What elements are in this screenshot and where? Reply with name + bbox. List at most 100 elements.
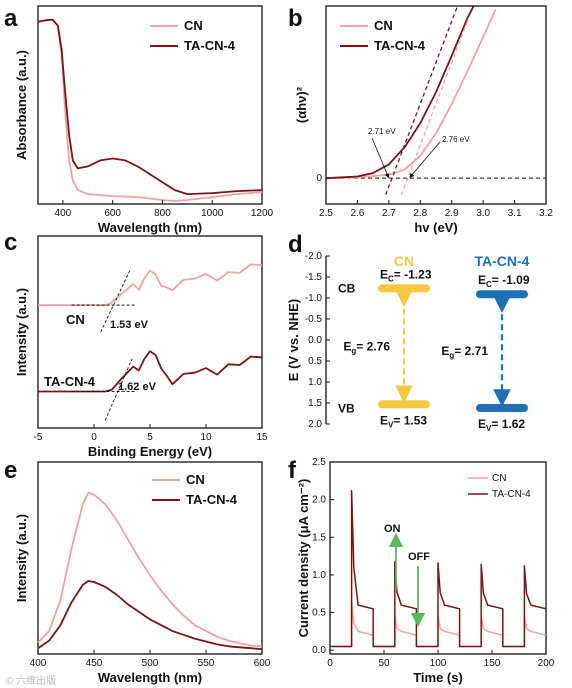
e-x-axis-label: Wavelength (nm)	[98, 670, 202, 685]
annotation-arrow	[409, 141, 441, 179]
d-y-tick-label: 2.0	[308, 419, 322, 430]
plot-frame	[325, 5, 547, 205]
b-x-tick-label: 3.1	[508, 208, 522, 219]
b-x-tick-label: 2.9	[445, 208, 459, 219]
d-y-tick-label: -1.5	[305, 272, 323, 283]
annotation-on: ON	[384, 523, 401, 535]
vb-bar-cn	[378, 400, 430, 409]
annotation-off: OFF	[408, 551, 430, 563]
ev-value-ta-cn-4: EV= 1.62	[478, 417, 525, 433]
series-label-ta-cn-4: TA-CN-4	[44, 374, 96, 389]
f-x-tick-label: 200	[538, 658, 555, 669]
panel-label-e: e	[4, 457, 17, 484]
d-y-tick-label: 1.5	[308, 398, 322, 409]
f-y-tick-label: 2.0	[312, 495, 326, 506]
ev-value-cn: EV= 1.53	[380, 413, 427, 429]
annotation-1-62-ev: 1.62 eV	[118, 381, 157, 393]
legend-label-ta-cn-4: TA-CN-4	[374, 38, 426, 53]
panel-e-chart: 400 450 500 550 600 Wavelength (nm) Intensity …	[14, 461, 271, 685]
eg-value-cn: Eg= 2.76	[343, 339, 390, 355]
panel-label-c: c	[4, 229, 17, 256]
a-x-tick-label: 400	[55, 208, 72, 219]
panel-label-d: d	[288, 231, 303, 258]
b-x-tick-label: 2.7	[382, 208, 396, 219]
d-y-tick-label: 0.0	[308, 335, 322, 346]
b-x-tick-label: 2.5	[319, 208, 333, 219]
a-y-axis-label: Absorbance (a.u.)	[14, 50, 29, 160]
eg-value-ta-cn-4: Eg= 2.71	[441, 344, 488, 360]
c-x-axis-label: Binding Energy (eV)	[88, 444, 212, 459]
d-y-tick-label: 1.0	[308, 377, 322, 388]
series-line-ta-cn-4	[38, 350, 263, 393]
c-x-tick-label: 15	[256, 432, 268, 443]
f-y-tick-label: 0.5	[312, 608, 326, 619]
panel-a-chart: 400 600 800 1000 1200 Wavelength (nm) Absorban…	[14, 5, 274, 235]
annotation-1-53-ev: 1.53 eV	[110, 319, 149, 331]
material-label-ta-cn-4: TA-CN-4	[475, 253, 530, 269]
series-line-ta-cn-4	[37, 580, 263, 651]
fit-line-ta-cn-4	[385, 6, 459, 195]
b-x-tick-label: 3.2	[539, 208, 553, 219]
d-y-tick-label: 0.5	[308, 356, 322, 367]
b-y-axis-label: (αhν)²	[294, 86, 309, 123]
f-y-tick-label: 1.5	[312, 532, 326, 543]
a-x-tick-label: 1000	[201, 208, 224, 219]
legend-label-ta-cn-4: TA-CN-4	[184, 38, 236, 53]
series-label-cn: CN	[66, 312, 85, 327]
b-x-tick-label: 2.6	[350, 208, 364, 219]
f-x-tick-label: 0	[327, 658, 333, 669]
c-x-tick-label: 0	[91, 432, 97, 443]
panel-f-chart: 0 50 100 150 200 0.0 0.5 1.0 1.5 2.0 2.5 Time (s) Cu…	[296, 457, 555, 685]
d-y-tick-label: -2.0	[305, 251, 323, 262]
a-x-tick-label: 600	[104, 208, 121, 219]
panel-c-chart: CN TA-CN-4 1.53 eV 1.62 eV -5 0 5 10 15 Binding E…	[14, 235, 268, 459]
legend-label-cn: CN	[492, 473, 506, 484]
f-y-axis-label: Current density (μA cm⁻²)	[296, 479, 311, 638]
a-x-tick-label: 1200	[251, 208, 274, 219]
panel-b-plot-area	[326, 6, 546, 195]
f-y-tick-label: 1.0	[312, 570, 326, 581]
f-y-tick-label: 2.5	[312, 457, 326, 468]
fit-line-cn	[400, 20, 469, 195]
panel-b-chart: 2.5 2.6 2.7 2.8 2.9 3.0 3.1 3.2 0 hv (eV) (αhν)² CN…	[294, 5, 553, 235]
e-x-tick-label: 500	[142, 658, 159, 669]
band-label-cb: CB	[338, 281, 356, 295]
e-x-tick-label: 600	[254, 658, 271, 669]
c-x-tick-label: -5	[34, 432, 43, 443]
e-x-tick-label: 550	[198, 658, 215, 669]
series-line-ta-cn-4	[37, 19, 263, 195]
panel-d-diagram: -2.0 -1.5 -1.0 -0.5 0.0 0.5 1.0 1.5 2.0 E (V vs. …	[286, 251, 530, 433]
plot-frame	[37, 5, 263, 205]
panel-label-b: b	[288, 5, 303, 32]
series-line-cn	[37, 491, 263, 648]
d-y-tick-label: -1.0	[305, 293, 323, 304]
annotation-2-71-ev: 2.71 eV	[368, 127, 396, 136]
vb-bar-ta-cn-4	[476, 404, 528, 413]
band-label-vb: VB	[338, 401, 355, 415]
a-x-tick-label: 800	[154, 208, 171, 219]
f-x-tick-label: 50	[378, 658, 390, 669]
ec-value-cn: EC= -1.23	[380, 267, 432, 283]
edge-tangent	[100, 270, 131, 333]
series-line-ta-cn-4	[330, 489, 547, 648]
plot-frame	[37, 235, 263, 429]
panel-label-a: a	[4, 5, 18, 32]
legend-label-cn: CN	[374, 18, 393, 33]
cb-bar-cn	[378, 284, 430, 293]
d-y-tick-label: -0.5	[305, 314, 323, 325]
c-x-tick-label: 10	[200, 432, 212, 443]
cb-bar-ta-cn-4	[476, 290, 528, 299]
f-x-tick-label: 100	[430, 658, 447, 669]
f-y-tick-label: 0.0	[312, 645, 326, 656]
edge-tangent	[104, 358, 133, 421]
b-y-tick-label: 0	[316, 173, 322, 184]
e-x-tick-label: 450	[86, 658, 103, 669]
legend-label-cn: CN	[184, 18, 203, 33]
series-line-ta-cn-4	[326, 6, 475, 180]
b-x-tick-label: 2.8	[413, 208, 427, 219]
legend-label-ta-cn-4: TA-CN-4	[186, 492, 238, 507]
a-x-axis-label: Wavelength (nm)	[98, 220, 202, 235]
annotation-arrow	[371, 137, 390, 179]
e-y-axis-label: Intensity (a.u.)	[14, 514, 29, 602]
